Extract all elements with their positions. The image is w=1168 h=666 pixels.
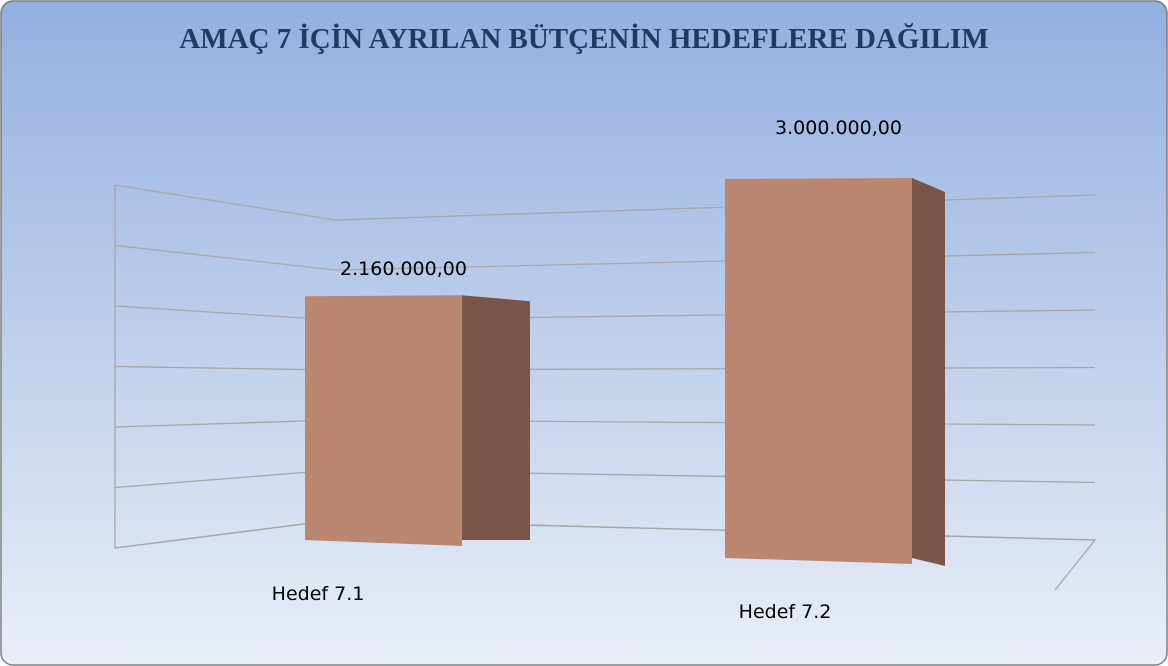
- grid-line: [114, 469, 336, 489]
- bar: [725, 178, 912, 564]
- chart-title: AMAÇ 7 İÇİN AYRILAN BÜTÇENİN HEDEFLERE D…: [179, 22, 988, 55]
- grid-line: [334, 251, 1096, 271]
- bar-side: [462, 295, 530, 540]
- grid-line: [114, 305, 336, 321]
- bar-side: [912, 178, 945, 566]
- grid-line: [114, 365, 336, 371]
- grid-line: [114, 244, 336, 271]
- bar: [305, 295, 462, 546]
- x-tick-label: Hedef 7.1: [272, 583, 365, 605]
- data-label: 2.160.000,00: [340, 258, 467, 280]
- grid-line: [114, 419, 336, 428]
- grid-line: [334, 194, 1096, 221]
- data-label: 3.000.000,00: [775, 117, 902, 139]
- x-tick-label: Hedef 7.2: [739, 601, 832, 623]
- grid-line: [114, 184, 336, 221]
- grid-line: [114, 519, 336, 549]
